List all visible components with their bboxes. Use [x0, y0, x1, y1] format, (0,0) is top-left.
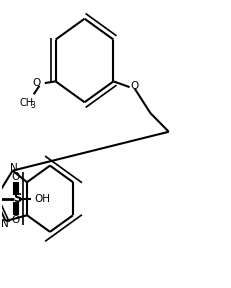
Text: O: O — [12, 172, 20, 182]
Text: 3: 3 — [31, 101, 36, 110]
Text: CH: CH — [20, 98, 34, 108]
Text: O: O — [130, 81, 138, 91]
Text: S: S — [13, 192, 21, 205]
Text: N: N — [10, 163, 18, 173]
Text: OH: OH — [34, 194, 50, 204]
Text: O: O — [12, 215, 20, 225]
Text: O: O — [32, 78, 40, 88]
Text: N: N — [1, 219, 8, 229]
